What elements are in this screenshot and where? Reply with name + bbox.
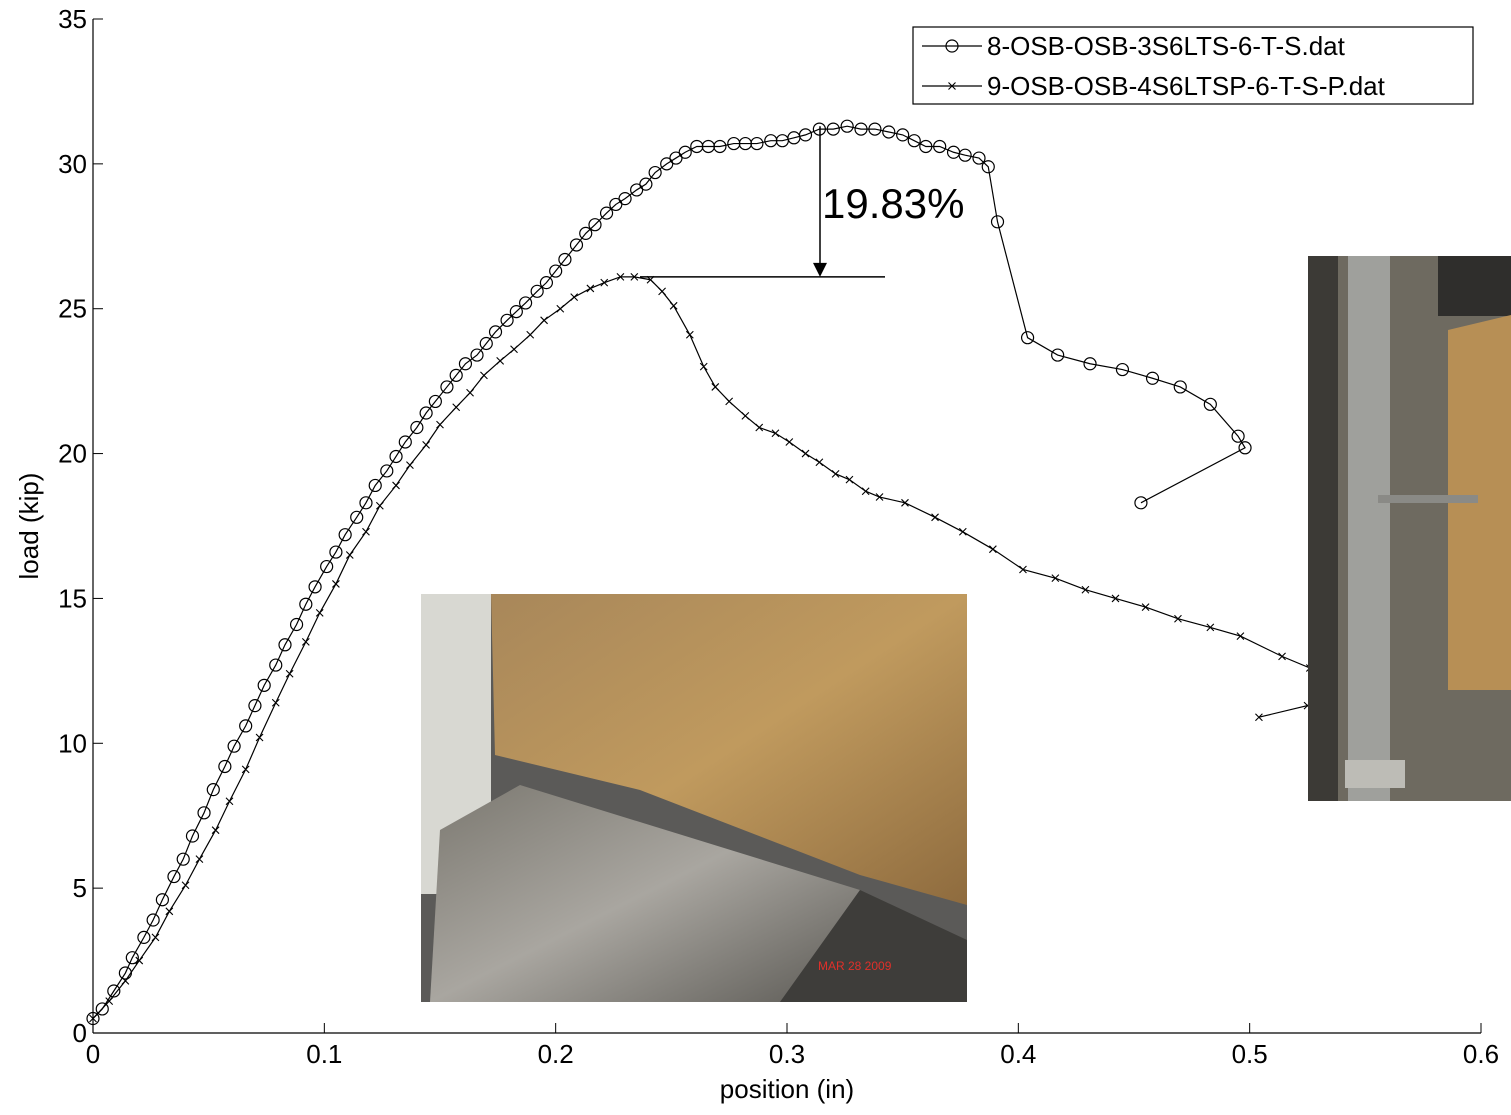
data-point (272, 699, 279, 706)
data-point (1112, 595, 1119, 602)
data-point (497, 357, 504, 364)
data-point (1174, 615, 1181, 622)
data-point (786, 438, 793, 445)
annotation: 19.83% (640, 126, 964, 277)
annotation-arrowhead (813, 263, 827, 277)
annotation-label: 19.83% (822, 180, 964, 227)
y-axis-label: load (kip) (14, 473, 44, 580)
data-point (332, 580, 339, 587)
x-tick-label: 0.5 (1232, 1039, 1268, 1069)
data-point (571, 294, 578, 301)
data-point (802, 450, 809, 457)
data-point (467, 389, 474, 396)
data-point (557, 305, 564, 312)
data-point (376, 502, 383, 509)
data-point (832, 470, 839, 477)
legend-label: 9-OSB-OSB-4S6LTSP-6-T-S-P.dat (987, 71, 1386, 101)
x-tick-label: 0.4 (1000, 1039, 1036, 1069)
data-point (437, 421, 444, 428)
data-point (453, 404, 460, 411)
data-point (511, 346, 518, 353)
data-point (1142, 604, 1149, 611)
y-tick-label: 20 (58, 439, 87, 469)
data-point (932, 514, 939, 521)
photo-test-frame (1308, 256, 1511, 801)
x-axis-label: position (in) (720, 1074, 854, 1104)
y-tick-label: 10 (58, 728, 87, 758)
data-point (166, 908, 173, 915)
data-point (726, 398, 733, 405)
x-tick-label: 0.3 (769, 1039, 805, 1069)
x-tick-label: 0 (86, 1039, 100, 1069)
x-tick-label: 0.6 (1463, 1039, 1499, 1069)
data-point (686, 331, 693, 338)
data-point (816, 459, 823, 466)
data-point (316, 609, 323, 616)
data-point (1207, 624, 1214, 631)
x-tick-label: 0.1 (306, 1039, 342, 1069)
data-point (256, 734, 263, 741)
photo-stamp: MAR 28 2009 (818, 959, 892, 973)
data-point (286, 670, 293, 677)
data-point (742, 412, 749, 419)
data-point (302, 638, 309, 645)
data-point (346, 551, 353, 558)
data-point (226, 798, 233, 805)
data-point (659, 288, 666, 295)
y-tick-label: 35 (58, 4, 87, 34)
data-point (772, 430, 779, 437)
photo-specimen: MAR 28 2009 (421, 594, 967, 1002)
data-point (362, 528, 369, 535)
data-point (700, 363, 707, 370)
data-point (480, 372, 487, 379)
data-point (196, 856, 203, 863)
y-tick-label: 25 (58, 294, 87, 324)
data-point (601, 279, 608, 286)
data-point (862, 488, 869, 495)
data-point (393, 482, 400, 489)
x-tick-label: 0.2 (538, 1039, 574, 1069)
page: 0510152025303500.10.20.30.40.50.6positio… (0, 0, 1511, 1115)
legend: 8-OSB-OSB-3S6LTS-6-T-S.dat 9-OSB-OSB-4S6L… (913, 27, 1473, 104)
data-point (182, 882, 189, 889)
data-point (423, 441, 430, 448)
data-point (152, 934, 159, 941)
chart: 0510152025303500.10.20.30.40.50.6positio… (0, 0, 1511, 1110)
legend-label: 8-OSB-OSB-3S6LTS-6-T-S.dat (987, 31, 1346, 61)
data-point (756, 424, 763, 431)
data-point (527, 331, 534, 338)
data-point (212, 827, 219, 834)
data-point (122, 977, 129, 984)
data-point (406, 462, 413, 469)
y-tick-label: 15 (58, 583, 87, 613)
data-point (242, 766, 249, 773)
data-point (1082, 586, 1089, 593)
data-point (670, 302, 677, 309)
data-point (1279, 653, 1286, 660)
data-point (1019, 566, 1026, 573)
data-point (712, 383, 719, 390)
data-point (1052, 575, 1059, 582)
data-point (1237, 633, 1244, 640)
data-point (136, 957, 143, 964)
data-point (541, 317, 548, 324)
data-point (846, 476, 853, 483)
data-point (989, 546, 996, 553)
y-tick-label: 5 (73, 873, 87, 903)
data-point (959, 528, 966, 535)
data-point (587, 285, 594, 292)
y-tick-label: 30 (58, 149, 87, 179)
